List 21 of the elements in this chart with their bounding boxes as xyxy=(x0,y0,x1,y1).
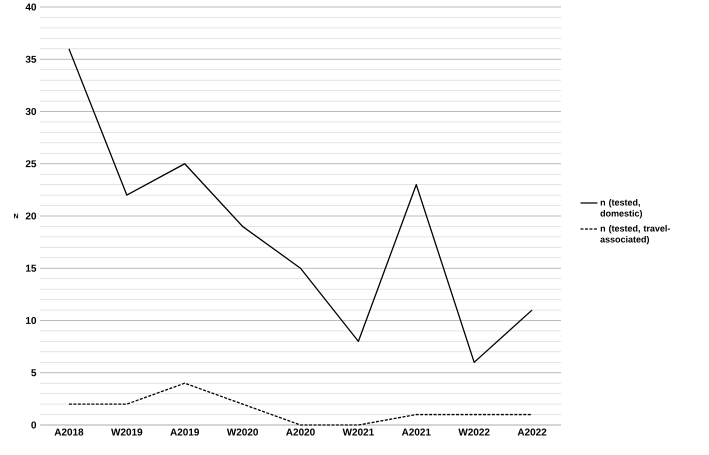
y-tick-label: 35 xyxy=(26,56,36,63)
legend-label: n (tested, domestic) xyxy=(600,199,642,218)
line-series xyxy=(68,48,533,363)
x-tick-label: A2021 xyxy=(402,428,431,436)
legend-label: n (tested, travel-associated) xyxy=(600,224,670,244)
x-tick-label: A2022 xyxy=(518,428,546,436)
y-tick-label: 10 xyxy=(26,316,36,324)
y-tick-label: 25 xyxy=(26,160,36,168)
x-tick-label: A2019 xyxy=(170,428,200,436)
y-tick-label: 5 xyxy=(31,369,36,376)
y-tick-label: 15 xyxy=(26,264,36,272)
y-tick-label: 0 xyxy=(31,421,36,429)
y-tick-label: 30 xyxy=(26,108,36,116)
y-tick-label: 40 xyxy=(26,3,36,11)
x-tick-label: W2020 xyxy=(226,428,258,436)
x-tick-label: A2020 xyxy=(286,428,315,436)
x-tick-label: W2021 xyxy=(342,428,374,436)
x-tick-label: W2022 xyxy=(458,428,490,436)
x-tick-label: A2018 xyxy=(54,428,84,436)
y-tick-label: 20 xyxy=(26,212,36,220)
x-tick-label: W2019 xyxy=(111,428,142,436)
